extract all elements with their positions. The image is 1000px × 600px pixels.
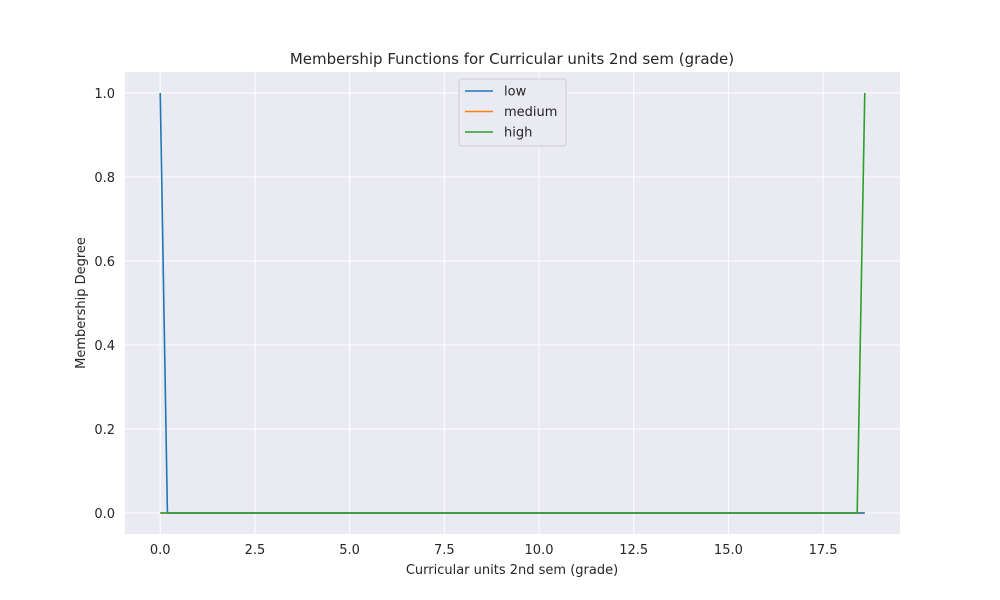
x-axis-label: Curricular units 2nd sem (grade) <box>406 563 618 578</box>
y-axis-ticks: 0.0 0.2 0.4 0.6 0.8 1.0 <box>94 87 115 522</box>
legend: low medium high <box>458 78 567 147</box>
x-tick-label: 10.0 <box>525 543 554 558</box>
series-lines <box>159 92 866 514</box>
legend-label-high: high <box>504 126 532 141</box>
x-axis-ticks: 0.0 2.5 5.0 7.5 10.0 12.5 15.0 17.5 <box>150 543 838 558</box>
y-tick-label: 0.6 <box>94 255 115 270</box>
x-tick-label: 5.0 <box>339 543 360 558</box>
legend-label-medium: medium <box>504 105 557 120</box>
x-tick-label: 15.0 <box>714 543 743 558</box>
x-tick-label: 0.0 <box>150 543 171 558</box>
chart-title: Membership Functions for Curricular unit… <box>290 50 734 68</box>
y-tick-label: 0.0 <box>94 507 115 522</box>
x-tick-label: 7.5 <box>434 543 455 558</box>
legend-label-low: low <box>504 85 527 100</box>
series-line-high <box>160 92 866 514</box>
y-tick-label: 1.0 <box>94 87 115 102</box>
y-tick-label: 0.4 <box>94 339 115 354</box>
y-tick-label: 0.8 <box>94 171 115 186</box>
x-tick-label: 12.5 <box>619 543 648 558</box>
plot-area <box>125 72 900 534</box>
y-tick-label: 0.2 <box>94 423 115 438</box>
x-tick-label: 17.5 <box>809 543 838 558</box>
legend-box <box>458 78 567 147</box>
y-axis-label: Membership Degree <box>74 237 89 369</box>
x-tick-label: 2.5 <box>245 543 266 558</box>
